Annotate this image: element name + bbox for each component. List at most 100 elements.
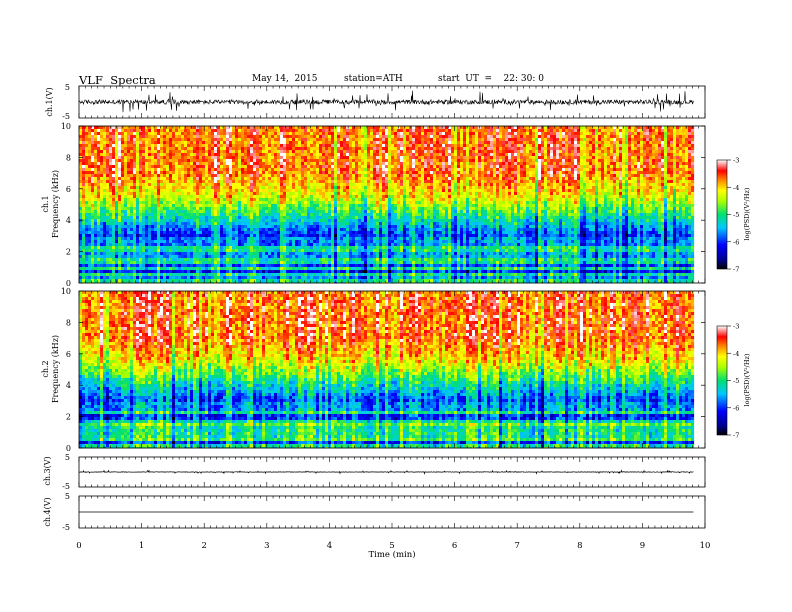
heatmap-cell (643, 147, 646, 150)
heatmap-cell (259, 141, 262, 144)
heatmap-cell (205, 126, 208, 129)
heatmap-cell (124, 138, 127, 141)
heatmap-cell (463, 129, 466, 132)
heatmap-cell (397, 156, 400, 159)
heatmap-cell (169, 156, 172, 159)
heatmap-cell (679, 144, 682, 147)
heatmap-cell (229, 150, 232, 153)
heatmap-cell (187, 135, 190, 138)
heatmap-cell (418, 126, 421, 129)
heatmap-cell (619, 144, 622, 147)
heatmap-cell (184, 141, 187, 144)
heatmap-cell (238, 147, 241, 150)
heatmap-cell (94, 144, 97, 147)
heatmap-cell (232, 159, 235, 162)
heatmap-cell (664, 150, 667, 153)
heatmap-cell (409, 135, 412, 138)
heatmap-cell (280, 141, 283, 144)
heatmap-cell (235, 153, 238, 156)
heatmap-cell (262, 132, 265, 135)
heatmap-cell (466, 141, 469, 144)
heatmap-cell (613, 138, 616, 141)
heatmap-cell (223, 153, 226, 156)
heatmap-cell (244, 159, 247, 162)
heatmap-cell (475, 150, 478, 153)
heatmap-cell (157, 129, 160, 132)
heatmap-cell (352, 138, 355, 141)
heatmap-cell (256, 150, 259, 153)
heatmap-cell (457, 135, 460, 138)
heatmap-cell (685, 156, 688, 159)
heatmap-cell (103, 138, 106, 141)
heatmap-cell (472, 138, 475, 141)
heatmap-cell (298, 132, 301, 135)
heatmap-cell (391, 135, 394, 138)
heatmap-cell (502, 153, 505, 156)
heatmap-cell (115, 159, 118, 162)
heatmap-cell (388, 141, 391, 144)
heatmap-cell (397, 138, 400, 141)
heatmap-cell (559, 156, 562, 159)
heatmap-cell (229, 159, 232, 162)
heatmap-cell (115, 141, 118, 144)
heatmap-cell (637, 138, 640, 141)
heatmap-cell (481, 147, 484, 150)
heatmap-cell (673, 144, 676, 147)
heatmap-cell (409, 144, 412, 147)
heatmap-cell (526, 156, 529, 159)
heatmap-cell (313, 132, 316, 135)
heatmap-cell (622, 150, 625, 153)
heatmap-cell (133, 141, 136, 144)
heatmap-cell (478, 156, 481, 159)
heatmap-cell (670, 156, 673, 159)
heatmap-cell (298, 138, 301, 141)
heatmap-cell (559, 135, 562, 138)
heatmap-cell (337, 147, 340, 150)
heatmap-cell (667, 138, 670, 141)
heatmap-cell (328, 129, 331, 132)
heatmap-cell (628, 129, 631, 132)
heatmap-cell (475, 141, 478, 144)
heatmap-cell (340, 144, 343, 147)
heatmap-cell (400, 153, 403, 156)
heatmap-cell (547, 141, 550, 144)
heatmap-cell (337, 144, 340, 147)
heatmap-cell (328, 138, 331, 141)
heatmap-cell (478, 147, 481, 150)
heatmap-cell (283, 135, 286, 138)
heatmap-cell (613, 147, 616, 150)
heatmap-cell (499, 147, 502, 150)
heatmap-cell (613, 153, 616, 156)
heatmap-cell (115, 132, 118, 135)
heatmap-cell (328, 150, 331, 153)
heatmap-cell (523, 150, 526, 153)
heatmap-cell (466, 156, 469, 159)
heatmap-cell (406, 153, 409, 156)
heatmap-cell (475, 135, 478, 138)
heatmap-cell (460, 141, 463, 144)
heatmap-cell (625, 126, 628, 129)
heatmap-cell (109, 144, 112, 147)
heatmap-cell (424, 126, 427, 129)
heatmap-cell (418, 156, 421, 159)
heatmap-cell (211, 129, 214, 132)
heatmap-cell (259, 150, 262, 153)
heatmap-cell (640, 156, 643, 159)
heatmap-cell (349, 129, 352, 132)
heatmap-cell (406, 144, 409, 147)
heatmap-cell (478, 129, 481, 132)
heatmap-cell (208, 141, 211, 144)
heatmap-cell (211, 132, 214, 135)
heatmap-cell (388, 126, 391, 129)
heatmap-cell (592, 132, 595, 135)
heatmap-cell (241, 156, 244, 159)
heatmap-cell (682, 126, 685, 129)
heatmap-cell (259, 147, 262, 150)
heatmap-cell (97, 147, 100, 150)
heatmap-cell (268, 141, 271, 144)
heatmap-cell (652, 150, 655, 153)
heatmap-cell (586, 153, 589, 156)
heatmap-cell (460, 144, 463, 147)
heatmap-cell (277, 147, 280, 150)
heatmap-cell (424, 153, 427, 156)
